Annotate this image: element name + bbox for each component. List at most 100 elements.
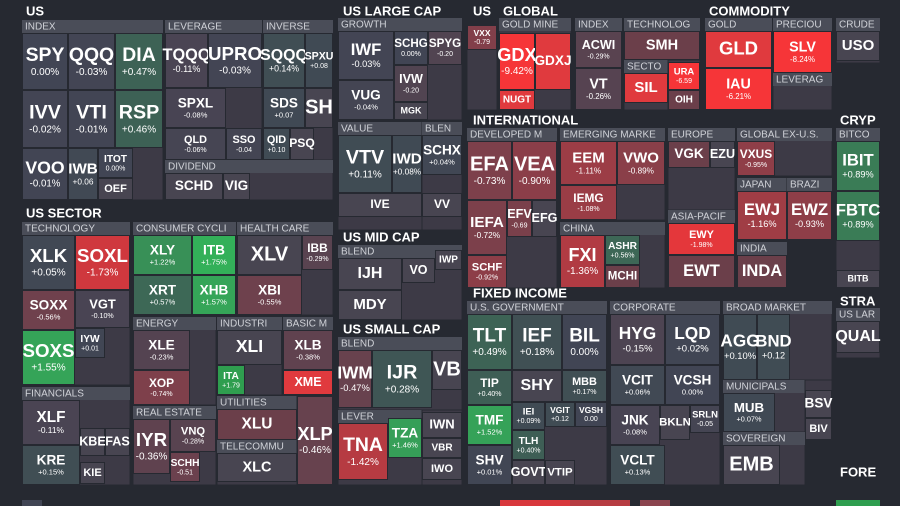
- cell-background: [338, 290, 402, 320]
- cell-background: [467, 200, 507, 255]
- ticker-cell: SCHF-0.92%: [467, 255, 507, 288]
- ticker-cell: VNQ-0.28%: [170, 419, 216, 452]
- cell-background: [22, 235, 75, 290]
- ticker-label: VB: [433, 358, 461, 380]
- cell-background: [428, 31, 462, 65]
- ticker-label: BKLN: [659, 417, 691, 429]
- ticker-change: +0.46%: [122, 124, 156, 135]
- ticker-label: EFG: [532, 211, 558, 225]
- group-title: BASIC M: [286, 319, 327, 330]
- ticker-label: EWZ: [791, 200, 828, 219]
- ticker-label: HYG: [619, 323, 656, 343]
- cell-background: [668, 90, 700, 110]
- group: BLEND IJH VO IWP MDY: [337, 244, 463, 321]
- ticker-cell: SRLN-0.05: [690, 405, 720, 433]
- group: EMERGING MARKEEEM-1.11%VWO-0.89%IEMG-1.0…: [559, 127, 666, 221]
- group-header: [737, 178, 787, 191]
- group-header: [560, 222, 665, 235]
- cell-background: [22, 400, 80, 445]
- ticker-label: GDXJ: [534, 53, 571, 68]
- group-title: BITCO: [839, 130, 870, 141]
- ticker-change: -0.01%: [76, 124, 108, 135]
- group: US LAR QUAL: [835, 307, 881, 359]
- ticker-cell: MCHI: [605, 265, 640, 288]
- ticker-cell: IEI+0.09%: [512, 402, 545, 430]
- ticker-change: -1.11%: [576, 166, 601, 175]
- cell-background: [610, 365, 665, 405]
- cell-background: [338, 258, 402, 290]
- ticker-cell: KRE+0.15%: [22, 445, 80, 485]
- ticker-cell: EFV-0.69: [507, 200, 532, 237]
- ticker-cell: IYW+0.01: [75, 328, 105, 358]
- ticker-cell: IWB+0.06: [68, 148, 98, 200]
- ticker-change: -0.04: [236, 147, 252, 154]
- cell-background: [668, 255, 735, 288]
- ticker-cell: FAS: [105, 428, 130, 456]
- ticker-label: TLT: [473, 326, 507, 347]
- ticker-label: VCLT: [620, 452, 655, 467]
- ticker-label: SPXL: [178, 95, 214, 110]
- group-title: INDEX: [25, 22, 56, 33]
- ticker-label: XLF: [37, 409, 66, 426]
- ticker-cell: IVW-0.20: [394, 65, 428, 102]
- ticker-label: VTIP: [547, 467, 573, 479]
- ticker-change: 0.00%: [682, 387, 704, 396]
- ticker-change: -0.26%: [586, 92, 611, 101]
- group-title: INDEX: [578, 20, 609, 31]
- ticker-cell: XLB-0.38%: [283, 330, 333, 370]
- ticker-cell: SSO-0.04: [226, 128, 262, 160]
- ticker-change: -0.73%: [474, 176, 506, 187]
- cell-background: [422, 438, 462, 458]
- cell-background: [305, 88, 333, 128]
- ticker-change: -9.42%: [501, 66, 533, 77]
- group-header: [22, 222, 130, 235]
- cell-background: [805, 390, 832, 418]
- ticker-label: MDY: [353, 296, 386, 313]
- ticker-change: -0.20: [403, 87, 419, 94]
- ticker-change: -0.08%: [184, 110, 208, 119]
- ticker-label: XLC: [243, 459, 273, 475]
- ticker-cell: SLV-8.24%: [773, 31, 832, 73]
- ticker-label: OIH: [675, 95, 693, 106]
- ticker-change: 0.00: [584, 416, 598, 423]
- ticker-change: +0.15%: [38, 467, 64, 476]
- ticker-label: XLE: [148, 337, 174, 352]
- ticker-label: SOXX: [30, 297, 68, 312]
- group: GROWTHIWF-0.03%SCHG0.00%SPYG-0.20VUG-0.0…: [337, 17, 463, 121]
- group: BSV BIV: [804, 379, 833, 441]
- ticker-change: +1.75%: [201, 257, 227, 266]
- ticker-label: IWM: [337, 362, 372, 382]
- group-title: EUROPE: [671, 130, 714, 141]
- ticker-label: BIV: [809, 423, 828, 435]
- cell-background: [467, 314, 512, 370]
- ticker-label: XRT: [149, 282, 177, 297]
- ticker-cell: XME: [283, 370, 333, 395]
- cell-background: [192, 235, 236, 275]
- group-title: GLOBAL EX-U.S.: [740, 130, 819, 141]
- group-title: BROAD MARKET: [726, 303, 806, 314]
- ticker-label: SOXS: [23, 340, 75, 361]
- cell-background: [133, 370, 190, 405]
- ticker-cell: IWN: [422, 412, 462, 438]
- ticker-label: EWT: [683, 262, 720, 280]
- ticker-label: SSO: [233, 134, 257, 146]
- ticker-change: -6.59: [676, 78, 692, 85]
- ticker-change: +0.04%: [429, 157, 455, 166]
- bottom-strip: [22, 500, 880, 506]
- ticker-cell: VTV+0.11%: [338, 135, 392, 193]
- ticker-cell: JNK-0.08%: [610, 405, 660, 445]
- ticker-change: -0.03%: [76, 67, 108, 78]
- cell-background: [22, 290, 75, 330]
- ticker-label: BIL: [569, 326, 600, 347]
- cell-background: [575, 68, 622, 110]
- ticker-change: -1.16%: [747, 219, 776, 229]
- section-title: US SMALL CAP: [343, 321, 441, 336]
- ticker-label: XHB: [200, 282, 229, 297]
- ticker-label: ITOT: [104, 154, 128, 165]
